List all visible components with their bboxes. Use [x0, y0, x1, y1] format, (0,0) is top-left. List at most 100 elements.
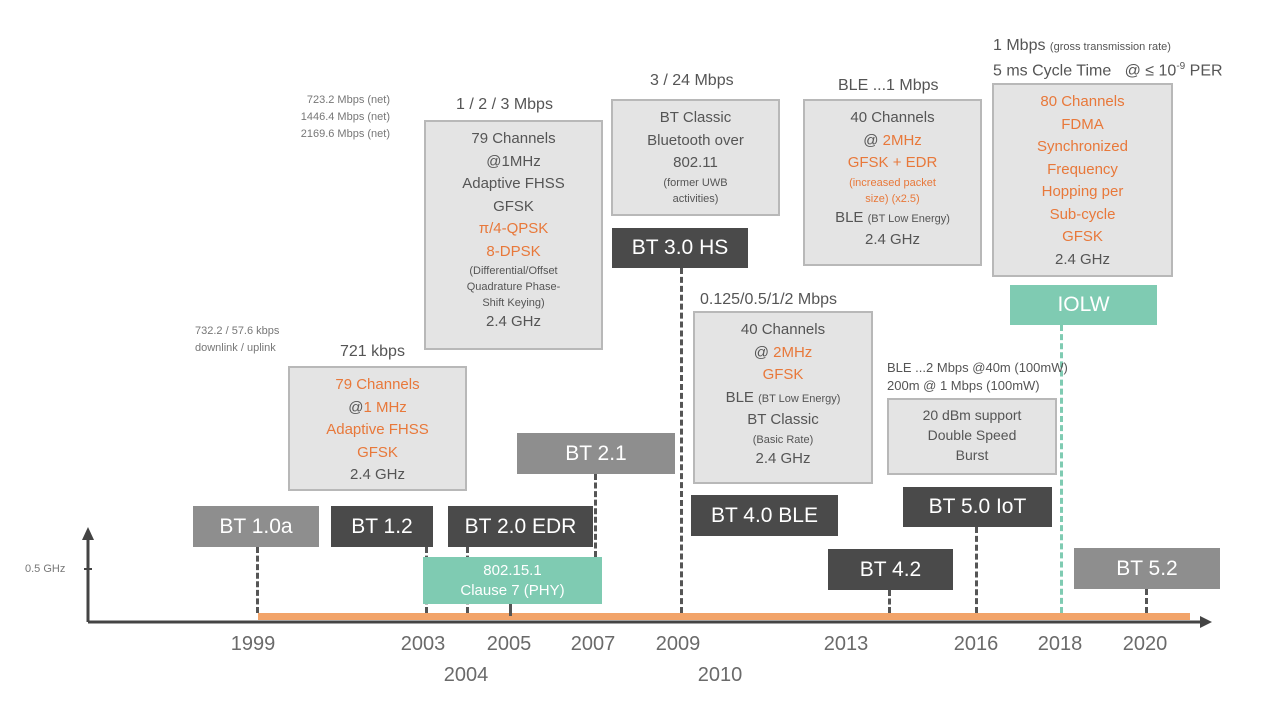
x-axis-arrow-icon	[1200, 616, 1212, 628]
info-line: Frequency	[1047, 160, 1118, 178]
rate-label: 0.125/0.5/1/2 Mbps	[700, 291, 837, 308]
connector-2016	[975, 527, 978, 613]
rate-label: 200m @ 1 Mbps (100mW)	[887, 378, 1040, 393]
rate-label: 3 / 24 Mbps	[650, 72, 734, 89]
info-box-ble-1mbps: 40 Channels @ 2MHz GFSK + EDR (increased…	[803, 99, 982, 266]
year-label: 2018	[1037, 633, 1083, 655]
timeline-bar	[258, 613, 1190, 620]
info-line: Synchronized	[1037, 138, 1128, 155]
info-line: Double Speed	[927, 427, 1017, 443]
info-line: @	[348, 398, 364, 416]
info-box-bt-1: 79 Channels @1 MHz Adaptive FHSS GFSK 2.…	[288, 366, 467, 491]
connector-2009	[680, 268, 683, 613]
year-label: 2010	[697, 664, 743, 686]
connector-2005	[509, 604, 512, 616]
version-bt-5-2: BT 5.2	[1074, 548, 1220, 589]
year-label: 2016	[953, 633, 999, 655]
info-line: 2.4 GHz	[864, 231, 921, 248]
info-line: 802.11	[673, 154, 718, 171]
info-line: Shift Keying)	[482, 297, 545, 309]
info-box-hs: BT Classic Bluetooth over 802.11 (former…	[611, 99, 780, 216]
ieee-802-15-1-box: 802.15.1 Clause 7 (PHY)	[423, 557, 602, 604]
year-label: 2003	[400, 633, 446, 655]
info-line: GFSK + EDR	[847, 154, 938, 171]
connector-2007	[594, 474, 597, 557]
info-line: GFSK	[493, 197, 534, 215]
info-line: 79 Channels	[471, 130, 556, 147]
info-line: 1 MHz	[363, 398, 407, 416]
rate-label: 721 kbps	[340, 343, 405, 360]
info-line: Quadrature Phase-	[466, 281, 561, 293]
connector-1999	[256, 547, 259, 613]
info-line: Burst	[955, 447, 989, 463]
info-line: GFSK	[762, 366, 804, 383]
ieee-line: 802.15.1	[483, 561, 542, 579]
iolw-box: IOLW	[1010, 285, 1157, 325]
info-line: 79 Channels	[335, 376, 420, 393]
info-line: activities)	[672, 192, 719, 205]
info-line: 80 Channels	[1040, 93, 1125, 110]
rate-value: 1 Mbps	[993, 37, 1046, 54]
version-bt-2-0-edr: BT 2.0 EDR	[448, 506, 593, 547]
info-line: (BT Low Energy)	[758, 392, 841, 405]
info-line: GFSK	[1062, 228, 1103, 245]
per-exponent: -9	[1176, 61, 1186, 72]
cycle-time: 5 ms Cycle Time	[993, 62, 1112, 80]
year-label: 1999	[230, 633, 276, 655]
info-box-iolw: 80 Channels FDMA Synchronized Frequency …	[992, 83, 1173, 277]
rate-label: 1 / 2 / 3 Mbps	[456, 96, 553, 113]
info-line: Bluetooth over	[647, 131, 744, 149]
info-line: size) (x2.5)	[865, 192, 920, 205]
info-line: 40 Channels	[850, 109, 935, 126]
info-line: 20 dBm support	[922, 407, 1022, 423]
info-line: Sub-cycle	[1049, 205, 1116, 223]
info-line: 2.4 GHz	[1054, 250, 1111, 268]
info-line: 40 Channels	[740, 321, 826, 338]
info-box-bt5: 20 dBm support Double Speed Burst	[887, 398, 1057, 475]
info-line: 2MHz	[773, 343, 813, 361]
per-label: @ ≤ 10	[1124, 62, 1177, 80]
note-line: 1446.4 Mbps (net)	[300, 111, 390, 123]
info-line: 2.4 GHz	[349, 466, 406, 483]
info-line: BT Classic	[659, 109, 732, 126]
rate-label: BLE ...2 Mbps @40m (100mW)	[887, 360, 1068, 375]
info-line: @1MHz	[486, 152, 541, 170]
info-line: (former UWB	[663, 176, 728, 189]
ieee-line: Clause 7 (PHY)	[460, 581, 565, 599]
note-line: 723.2 Mbps (net)	[306, 94, 390, 106]
info-line: (Basic Rate)	[752, 433, 814, 446]
version-bt-3-0-hs: BT 3.0 HS	[612, 228, 748, 268]
note-line: 732.2 / 57.6 kbps	[195, 325, 280, 337]
version-bt-2-1: BT 2.1	[517, 433, 675, 474]
connector-2018	[1060, 325, 1063, 613]
version-bt-4-0-ble: BT 4.0 BLE	[691, 495, 838, 536]
connector-2020	[1145, 589, 1148, 613]
year-label: 2005	[486, 633, 532, 655]
y-axis-label: 0.5 GHz	[25, 563, 66, 575]
info-line: (BT Low Energy)	[867, 212, 950, 225]
info-line: 2.4 GHz	[485, 313, 542, 330]
info-line: (Differential/Offset	[469, 265, 558, 277]
note-line: 2169.6 Mbps (net)	[300, 128, 390, 140]
info-line: GFSK	[357, 443, 398, 461]
info-line: @	[753, 343, 774, 361]
info-line: 2.4 GHz	[755, 449, 811, 467]
info-line: Hopping per	[1041, 183, 1124, 200]
net-rates-note: 723.2 Mbps (net) 1446.4 Mbps (net) 2169.…	[280, 92, 390, 143]
year-label: 2004	[443, 664, 489, 686]
per-suffix: PER	[1185, 62, 1223, 80]
year-label: 2009	[655, 633, 701, 655]
info-box-edr: 79 Channels @1MHz Adaptive FHSS GFSK π/4…	[424, 120, 603, 350]
version-bt-5-0-iot: BT 5.0 IoT	[903, 487, 1052, 527]
info-line: BLE	[835, 208, 868, 226]
cycle-time-label: 5 ms Cycle Time @ ≤ 10-9 PER	[993, 61, 1223, 80]
downlink-uplink-note: 732.2 / 57.6 kbps downlink / uplink	[195, 323, 279, 357]
info-line: (increased packet	[849, 176, 936, 189]
info-line: 8-DPSK	[486, 242, 541, 260]
year-label: 2020	[1122, 633, 1168, 655]
version-bt-4-2: BT 4.2	[828, 549, 953, 590]
year-label: 2007	[570, 633, 616, 655]
y-axis-arrow-icon	[82, 527, 94, 540]
rate-note: (gross transmission rate)	[1049, 41, 1171, 53]
